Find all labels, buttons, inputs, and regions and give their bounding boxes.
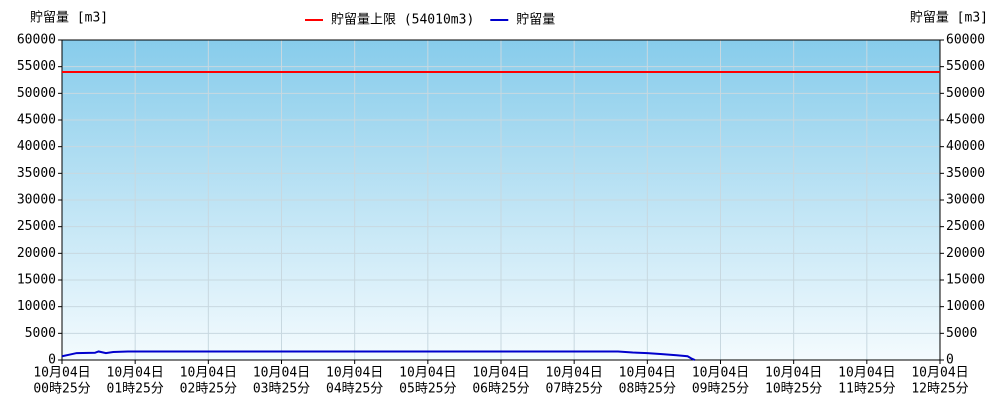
y2-tick-label: 5000	[946, 326, 977, 341]
x-tick-label: 03時25分	[253, 382, 310, 397]
y2-tick-label: 60000	[946, 33, 985, 48]
y2-tick-label: 50000	[946, 86, 985, 101]
y-axis-label: 貯留量 [m3]	[30, 11, 108, 26]
series-line	[61, 350, 696, 361]
x-tick-label: 10時25分	[765, 382, 822, 397]
x-tick-label: 10月04日	[911, 366, 968, 381]
x-tick-label: 10月04日	[107, 366, 164, 381]
x-tick-label: 06時25分	[472, 382, 529, 397]
y-tick-label: 55000	[17, 59, 56, 74]
y-tick-label: 45000	[17, 113, 56, 128]
y2-tick-label: 0	[946, 353, 954, 368]
x-tick-label: 10月04日	[180, 366, 237, 381]
y-tick-label: 5000	[25, 326, 56, 341]
y-tick-label: 0	[48, 353, 56, 368]
x-tick-label: 10月04日	[399, 366, 456, 381]
y2-tick-label: 40000	[946, 139, 985, 154]
x-tick-label: 10月04日	[838, 366, 895, 381]
y2-tick-label: 35000	[946, 166, 985, 181]
y2-tick-label: 10000	[946, 299, 985, 314]
x-tick-label: 12時25分	[911, 382, 968, 397]
x-tick-label: 07時25分	[546, 382, 603, 397]
x-tick-label: 08時25分	[619, 382, 676, 397]
y-tick-label: 60000	[17, 33, 56, 48]
y-tick-label: 35000	[17, 166, 56, 181]
y2-tick-label: 30000	[946, 193, 985, 208]
y-tick-label: 50000	[17, 86, 56, 101]
legend-label: 貯留量	[516, 13, 555, 28]
x-tick-label: 11時25分	[838, 382, 895, 397]
x-tick-label: 02時25分	[180, 382, 237, 397]
x-tick-label: 10月04日	[765, 366, 822, 381]
x-tick-label: 04時25分	[326, 382, 383, 397]
y2-tick-label: 55000	[946, 59, 985, 74]
y-tick-label: 25000	[17, 219, 56, 234]
y2-axis-label: 貯留量 [m3]	[910, 11, 988, 26]
y-tick-label: 15000	[17, 273, 56, 288]
y2-tick-label: 25000	[946, 219, 985, 234]
x-tick-label: 10月04日	[326, 366, 383, 381]
x-tick-label: 10月04日	[253, 366, 310, 381]
y2-tick-label: 20000	[946, 246, 985, 261]
x-tick-label: 10月04日	[692, 366, 749, 381]
x-tick-label: 09時25分	[692, 382, 749, 397]
x-tick-label: 05時25分	[399, 382, 456, 397]
x-tick-label: 10月04日	[33, 366, 90, 381]
x-tick-label: 10月04日	[619, 366, 676, 381]
y2-tick-label: 15000	[946, 273, 985, 288]
x-tick-label: 00時25分	[33, 382, 90, 397]
x-tick-label: 10月04日	[472, 366, 529, 381]
y-tick-label: 10000	[17, 299, 56, 314]
y-tick-label: 30000	[17, 193, 56, 208]
x-tick-label: 10月04日	[546, 366, 603, 381]
y-tick-label: 20000	[17, 246, 56, 261]
plot-frame	[61, 39, 941, 361]
y-tick-label: 40000	[17, 139, 56, 154]
x-tick-label: 01時25分	[107, 382, 164, 397]
y2-tick-label: 45000	[946, 113, 985, 128]
legend-label: 貯留量上限 (54010m3)	[331, 13, 474, 28]
